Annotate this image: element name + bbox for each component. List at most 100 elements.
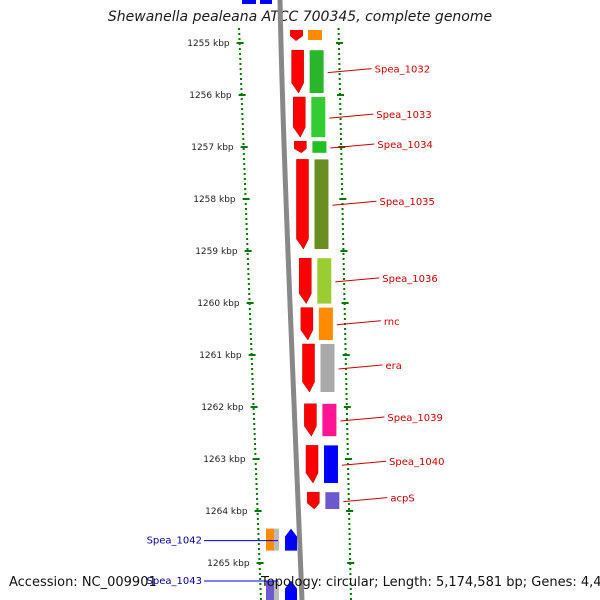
ruler-right-dot <box>344 363 347 365</box>
ruler-right-dot <box>337 38 340 40</box>
ruler-left-dot <box>249 338 252 340</box>
ruler-right-dot <box>347 473 350 475</box>
gene-label[interactable]: Spea_1043 <box>147 576 202 587</box>
gene-arrow[interactable] <box>305 445 319 484</box>
gene-arrow[interactable] <box>296 159 309 250</box>
ruler-left-dot <box>247 278 250 280</box>
ruler-left-dot <box>251 373 254 375</box>
ruler-right-dot <box>340 153 343 155</box>
ruler-right-dot <box>338 83 341 85</box>
gene-arrow[interactable] <box>302 343 315 393</box>
gene-arrow[interactable] <box>300 307 314 341</box>
ruler-label: 1265 kbp <box>207 559 250 569</box>
ruler-left-dot <box>248 298 251 300</box>
ruler-left-dot <box>258 548 261 550</box>
gene-label[interactable]: Spea_1034 <box>377 140 432 151</box>
ruler-left-dot <box>252 403 255 405</box>
gene-label[interactable]: Spea_1036 <box>382 274 437 285</box>
gene-rnc[interactable]: rnc <box>300 307 400 341</box>
gene-label[interactable]: Spea_1035 <box>379 197 434 208</box>
gene-color-bar <box>324 445 339 483</box>
gene-Spea_1039[interactable]: Spea_1039 <box>304 403 443 437</box>
gene-label[interactable]: rnc <box>384 317 400 328</box>
ruler-right-dot <box>348 553 351 555</box>
ruler-right-dot <box>340 178 343 180</box>
ruler-right-dot <box>342 258 345 260</box>
gene-arrow[interactable] <box>285 580 297 600</box>
backbone-line <box>277 0 305 600</box>
gene-Spea_1034[interactable]: Spea_1034 <box>294 140 433 154</box>
ruler-left-dot <box>241 123 244 125</box>
gene-Spea_1036[interactable]: Spea_1036 <box>299 257 438 305</box>
gene-label[interactable]: Spea_1033 <box>376 110 431 121</box>
gene-color-bar <box>318 307 333 340</box>
ruler-label: 1263 kbp <box>203 455 246 465</box>
ruler-right-dot <box>347 468 350 470</box>
ruler-label: 1260 kbp <box>197 299 240 309</box>
ruler-left-dot <box>252 408 255 410</box>
gene-label-leader <box>336 320 381 326</box>
ruler-right-dot <box>346 448 349 450</box>
ruler-left-dot <box>246 258 249 260</box>
gene-Spea_1043[interactable]: Spea_1043 <box>147 576 297 600</box>
ruler-right-dot <box>346 418 349 420</box>
ruler-right-dot <box>340 168 343 170</box>
gene-arrow[interactable] <box>294 140 307 154</box>
gene-arrow[interactable] <box>293 96 306 138</box>
ruler-right-dot <box>337 28 340 30</box>
ruler-right-dot <box>339 128 342 130</box>
ruler-right-dot <box>337 33 340 35</box>
ruler-right-dot <box>346 433 349 435</box>
ruler-left-dot <box>239 53 242 55</box>
ruler-left-dot <box>242 143 245 145</box>
ruler-left-dot <box>252 413 255 415</box>
gene-acpS[interactable]: acpS <box>307 491 415 510</box>
gene-label[interactable]: Spea_1040 <box>389 457 444 468</box>
gene-Spea_1032[interactable]: Spea_1032 <box>291 49 430 94</box>
gene-era[interactable]: era <box>302 343 402 393</box>
ruler-left-dot <box>255 493 258 495</box>
ruler-left-dot <box>240 88 243 90</box>
gene-Spea_1040[interactable]: Spea_1040 <box>305 445 444 484</box>
accession-text: Accession: NC_009901 <box>9 575 157 590</box>
ruler-right-dot <box>345 388 348 390</box>
ruler-right-dot <box>341 193 344 195</box>
gene-label[interactable]: Spea_1039 <box>387 413 442 424</box>
partial-gene-top-arrow <box>290 30 303 41</box>
ruler-label: 1256 kbp <box>189 91 232 101</box>
ruler-right-dot <box>345 413 348 415</box>
gene-arrow[interactable] <box>299 257 312 305</box>
gene-label[interactable]: acpS <box>390 494 414 505</box>
gene-label[interactable]: era <box>385 361 401 372</box>
gene-label[interactable]: Spea_1042 <box>147 536 202 547</box>
gene-color-bar <box>311 97 326 138</box>
gene-label[interactable]: Spea_1032 <box>375 65 430 76</box>
ruler-left-dot <box>249 333 252 335</box>
ruler-left-dot <box>244 188 247 190</box>
ruler-right-dot <box>349 568 352 570</box>
ruler-left-dot <box>240 98 243 100</box>
ruler-left-dot <box>243 178 246 180</box>
gene-arrow[interactable] <box>291 49 304 94</box>
ruler-right-dot <box>349 573 352 575</box>
ruler-right-dot <box>348 523 351 525</box>
gene-arrow[interactable] <box>307 491 320 510</box>
ruler-left-dot <box>247 263 250 265</box>
ruler-left-dot <box>254 463 257 465</box>
gene-Spea_1033[interactable]: Spea_1033 <box>293 96 432 138</box>
ruler-left-dot <box>242 148 245 150</box>
gene-label-leader <box>340 416 385 422</box>
ruler-right-dot <box>338 63 341 65</box>
ruler-left-dot <box>246 243 249 245</box>
ruler-right-dot <box>347 478 350 480</box>
gene-Spea_1042[interactable]: Spea_1042 <box>147 528 297 551</box>
ruler-right-dot <box>348 513 351 515</box>
gene-Spea_1035[interactable]: Spea_1035 <box>296 159 435 250</box>
ruler-label: 1255 kbp <box>187 39 230 49</box>
gene-arrow[interactable] <box>304 403 317 437</box>
ruler-left-dot <box>253 433 256 435</box>
gene-arrow[interactable] <box>285 528 297 551</box>
ruler-right-dot <box>342 273 345 275</box>
ruler-left-dot <box>247 273 250 275</box>
